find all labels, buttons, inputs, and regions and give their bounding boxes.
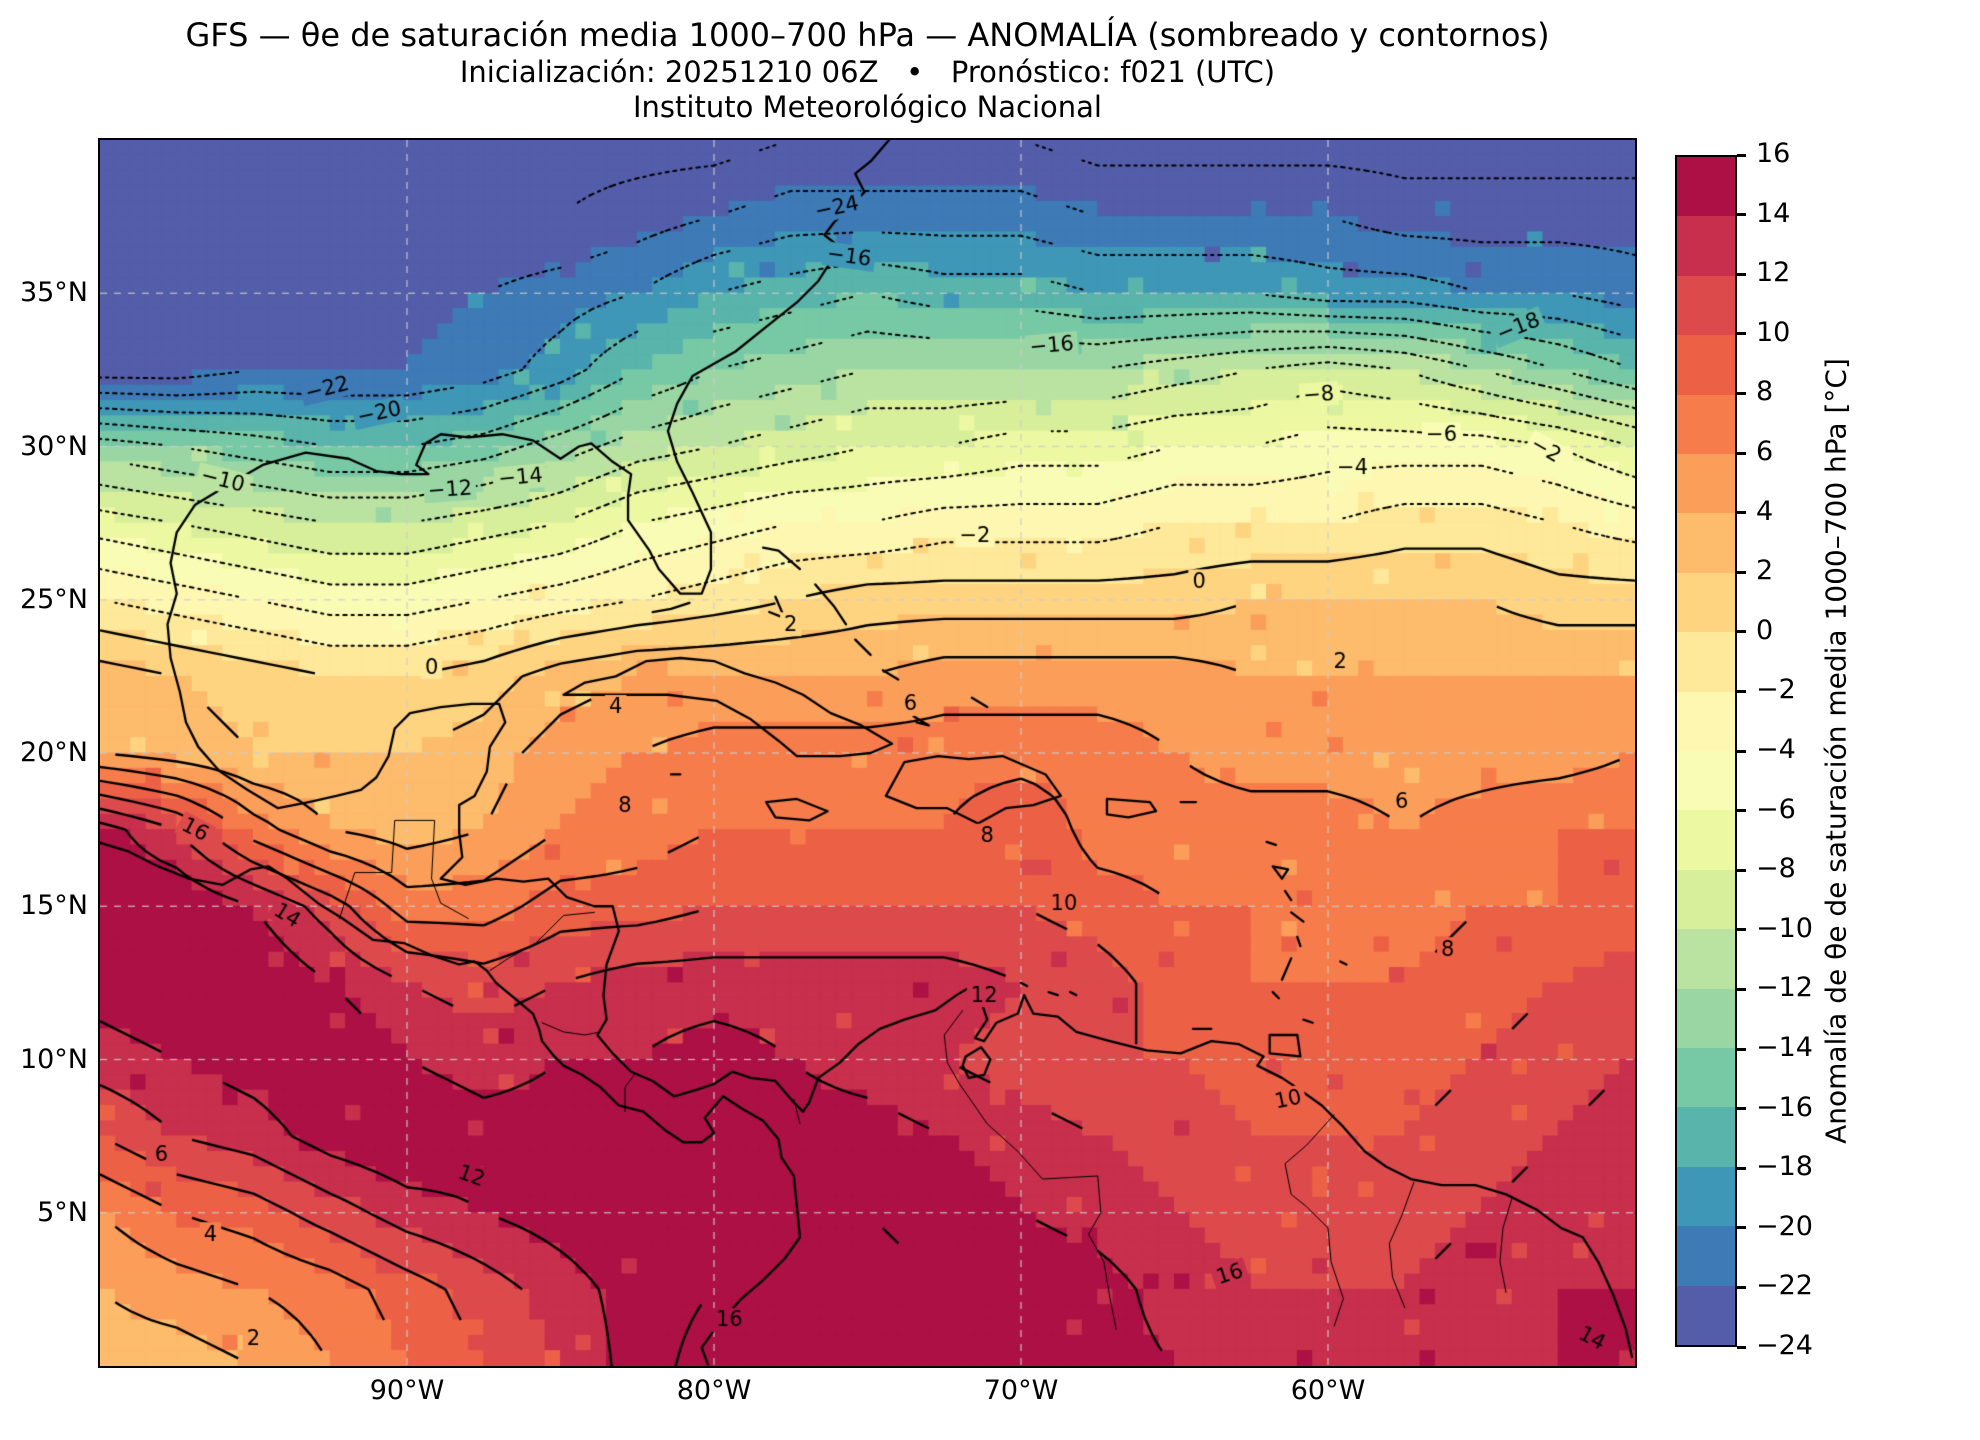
colorbar-tick-mark	[1737, 1285, 1746, 1289]
colorbar-band	[1677, 1285, 1735, 1346]
x-tick-label: 60°W	[1290, 1375, 1366, 1406]
colorbar-tick-label: 0	[1756, 614, 1774, 646]
x-tick-label: 80°W	[676, 1375, 752, 1406]
colorbar-band	[1677, 513, 1735, 574]
colorbar-tick-mark	[1737, 570, 1746, 574]
y-tick-label: 20°N	[19, 737, 88, 768]
map-plot-area	[98, 138, 1637, 1368]
colorbar-tick-mark	[1737, 1345, 1746, 1349]
colorbar-tick-mark	[1737, 1226, 1746, 1230]
colorbar-tick-label: −12	[1756, 972, 1813, 1004]
chart-subtitle-init-forecast: Inicialización: 20251210 06Z • Pronóstic…	[459, 55, 1276, 89]
colorbar-tick-label: −24	[1756, 1330, 1813, 1361]
colorbar-tick-label: −8	[1756, 853, 1796, 885]
y-tick-label: 35°N	[19, 277, 88, 309]
colorbar-band	[1677, 691, 1735, 752]
colorbar-tick-label: −14	[1756, 1032, 1813, 1063]
colorbar-tick-label: −18	[1756, 1151, 1813, 1183]
colorbar-band	[1677, 632, 1735, 693]
colorbar-band	[1677, 810, 1735, 871]
colorbar-band	[1677, 1226, 1735, 1287]
colorbar-tick-mark	[1737, 391, 1746, 395]
colorbar-band	[1677, 1107, 1735, 1168]
y-tick-label: 15°N	[19, 890, 88, 922]
colorbar-tick-label: −10	[1756, 912, 1813, 944]
colorbar-band	[1677, 275, 1735, 336]
colorbar-band	[1677, 394, 1735, 455]
colorbar-tick-label: 6	[1756, 436, 1774, 467]
y-tick-label: 10°N	[19, 1043, 88, 1075]
colorbar-tick-mark	[1737, 451, 1746, 455]
y-tick-label: 30°N	[19, 430, 88, 462]
colorbar-band	[1677, 1048, 1735, 1108]
colorbar-tick-mark	[1737, 987, 1746, 991]
colorbar-band	[1677, 869, 1735, 930]
colorbar-tick-mark	[1737, 1107, 1746, 1111]
colorbar-tick-label: 8	[1756, 376, 1774, 408]
colorbar-band	[1677, 1166, 1735, 1227]
colorbar-tick-mark	[1737, 630, 1746, 634]
colorbar-tick-mark	[1737, 332, 1746, 336]
colorbar-tick-mark	[1737, 1166, 1746, 1170]
x-tick-label: 90°W	[369, 1375, 445, 1406]
colorbar-band	[1677, 929, 1735, 990]
x-tick-label: 70°W	[983, 1375, 1059, 1406]
colorbar-tick-label: −4	[1756, 734, 1796, 765]
map-canvas	[100, 140, 1635, 1366]
chart-subtitle-institute: Instituto Meteorológico Nacional	[633, 90, 1102, 124]
colorbar-tick-label: 12	[1756, 257, 1791, 289]
colorbar-tick-mark	[1737, 868, 1746, 872]
colorbar-band	[1677, 216, 1735, 277]
colorbar-tick-mark	[1737, 928, 1746, 932]
colorbar	[1675, 155, 1737, 1347]
colorbar-tick-label: −16	[1756, 1091, 1813, 1123]
colorbar-tick-mark	[1737, 809, 1746, 813]
colorbar-tick-mark	[1737, 749, 1746, 753]
colorbar-band	[1677, 751, 1735, 811]
colorbar-tick-label: −22	[1756, 1270, 1813, 1302]
colorbar-band	[1677, 988, 1735, 1049]
colorbar-band	[1677, 572, 1735, 633]
colorbar-tick-mark	[1737, 272, 1746, 276]
colorbar-tick-mark	[1737, 153, 1746, 157]
chart-title: GFS — θe de saturación media 1000–700 hP…	[185, 16, 1550, 54]
colorbar-tick-mark	[1737, 213, 1746, 217]
colorbar-tick-mark	[1737, 689, 1746, 693]
colorbar-tick-mark	[1737, 511, 1746, 515]
colorbar-tick-label: 10	[1756, 316, 1791, 348]
colorbar-tick-label: −20	[1756, 1210, 1813, 1242]
y-tick-label: 5°N	[37, 1196, 88, 1228]
colorbar-tick-label: 2	[1756, 555, 1774, 587]
colorbar-tick-label: 16	[1756, 138, 1791, 169]
title-block: GFS — θe de saturación media 1000–700 hP…	[100, 16, 1635, 125]
colorbar-axis-label: Anomalía de θe de saturación media 1000–…	[1819, 358, 1853, 1144]
colorbar-tick-label: 4	[1756, 495, 1774, 527]
colorbar-band	[1677, 454, 1735, 514]
colorbar-band	[1677, 157, 1735, 217]
y-tick-label: 25°N	[19, 583, 88, 615]
colorbar-tick-label: 14	[1756, 197, 1791, 229]
colorbar-tick-label: −6	[1756, 793, 1796, 825]
colorbar-tick-mark	[1737, 1047, 1746, 1051]
colorbar-tick-label: −2	[1756, 674, 1796, 706]
colorbar-band	[1677, 335, 1735, 396]
